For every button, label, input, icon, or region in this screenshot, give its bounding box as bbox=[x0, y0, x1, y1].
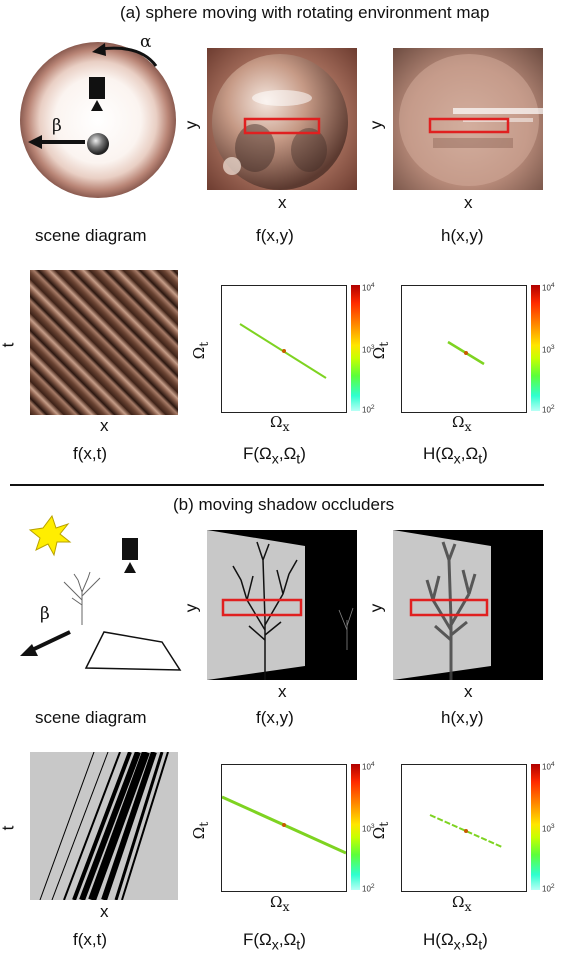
colorbar-tick-top: 104 bbox=[362, 282, 375, 293]
tree-icon bbox=[63, 571, 101, 625]
F-caption: F(Ωx,Ωt) bbox=[243, 930, 306, 954]
camera-body bbox=[89, 77, 105, 99]
spectrum-plot-H-b bbox=[401, 764, 527, 892]
ground-plane bbox=[84, 631, 182, 671]
x-axis-label: x bbox=[464, 682, 473, 701]
spectrum-plot-F-a bbox=[221, 285, 347, 413]
H-caption: H(Ωx,Ωt) bbox=[423, 930, 488, 954]
highlight-box bbox=[243, 117, 321, 135]
camera-lens bbox=[91, 100, 103, 111]
sphere-image-h bbox=[393, 48, 543, 190]
t-axis-label: t bbox=[0, 825, 18, 831]
omega-t-label: Ωt bbox=[370, 341, 392, 360]
sphere bbox=[87, 133, 109, 155]
section-a-title: (a) sphere moving with rotating environm… bbox=[120, 3, 490, 22]
beta-label: β bbox=[40, 604, 50, 624]
colorbar-tick-bottom: 102 bbox=[362, 404, 375, 415]
spectrum-plot-H-a bbox=[401, 285, 527, 413]
spectrum-line bbox=[429, 814, 503, 848]
colorbar bbox=[531, 285, 540, 411]
F-caption: F(Ωx,Ωt) bbox=[243, 444, 306, 468]
section-divider bbox=[10, 484, 544, 486]
sun-icon bbox=[28, 514, 72, 557]
colorbar bbox=[531, 764, 540, 890]
omega-t-label: Ωt bbox=[370, 821, 392, 840]
beta-label: β bbox=[52, 116, 62, 136]
colorbar-tick-mid: 103 bbox=[542, 823, 555, 834]
colorbar-tick-mid: 103 bbox=[362, 823, 375, 834]
f-xt-caption: f(x,t) bbox=[73, 444, 107, 463]
omega-t-label: Ωt bbox=[190, 341, 212, 360]
x-axis-label: x bbox=[464, 193, 473, 212]
omega-x-label: Ωx bbox=[270, 413, 290, 434]
H-caption: H(Ωx,Ωt) bbox=[423, 444, 488, 468]
f-xy-caption: f(x,y) bbox=[256, 708, 294, 727]
scene-diagram-a: α β bbox=[10, 32, 180, 212]
y-axis-label: y bbox=[366, 603, 386, 613]
x-axis-label: x bbox=[278, 682, 287, 701]
highlight-box bbox=[221, 598, 303, 617]
y-axis-label: y bbox=[366, 120, 386, 130]
colorbar-tick-bottom: 102 bbox=[542, 883, 555, 894]
colorbar-tick-top: 104 bbox=[542, 761, 555, 772]
sphere-image-f bbox=[207, 48, 357, 190]
environment-map-disc bbox=[20, 42, 176, 198]
spectrum-plot-F-b bbox=[221, 764, 347, 892]
omega-t-label: Ωt bbox=[190, 821, 212, 840]
highlight-box bbox=[409, 598, 489, 617]
colorbar-tick-top: 104 bbox=[362, 761, 375, 772]
beta-arrow bbox=[20, 644, 38, 656]
slice-image-f-xt bbox=[30, 752, 178, 900]
scene-diagram-b-caption: scene diagram bbox=[35, 708, 147, 727]
y-axis-label: y bbox=[181, 603, 201, 613]
colorbar-tick-top: 104 bbox=[542, 282, 555, 293]
f-xy-caption: f(x,y) bbox=[256, 226, 294, 245]
h-xy-caption: h(x,y) bbox=[441, 708, 484, 727]
scene-diagram-a-caption: scene diagram bbox=[35, 226, 147, 245]
y-axis-label: y bbox=[181, 120, 201, 130]
x-axis-label: x bbox=[100, 902, 109, 921]
alpha-arrow bbox=[92, 43, 106, 56]
scene-diagram-b: β bbox=[10, 510, 195, 690]
h-xy-caption: h(x,y) bbox=[441, 226, 484, 245]
colorbar-tick-bottom: 102 bbox=[542, 404, 555, 415]
x-axis-label: x bbox=[278, 193, 287, 212]
alpha-label: α bbox=[140, 32, 152, 52]
shadow-image-h bbox=[393, 530, 543, 680]
omega-x-label: Ωx bbox=[452, 893, 472, 914]
shadow-image-f bbox=[207, 530, 357, 680]
section-b-title: (b) moving shadow occluders bbox=[173, 495, 395, 514]
beta-arrow bbox=[28, 135, 42, 149]
highlight-box bbox=[428, 117, 510, 134]
x-axis-label: x bbox=[100, 416, 109, 435]
colorbar-tick-mid: 103 bbox=[362, 344, 375, 355]
colorbar bbox=[351, 285, 360, 411]
colorbar bbox=[351, 764, 360, 890]
slice-image-f-xt bbox=[30, 270, 178, 415]
colorbar-tick-bottom: 102 bbox=[362, 883, 375, 894]
colorbar-tick-mid: 103 bbox=[542, 344, 555, 355]
omega-x-label: Ωx bbox=[270, 893, 290, 914]
omega-x-label: Ωx bbox=[452, 413, 472, 434]
camera-body bbox=[122, 538, 138, 560]
f-xt-caption: f(x,t) bbox=[73, 930, 107, 949]
t-axis-label: t bbox=[0, 342, 18, 348]
camera-lens bbox=[124, 562, 136, 573]
